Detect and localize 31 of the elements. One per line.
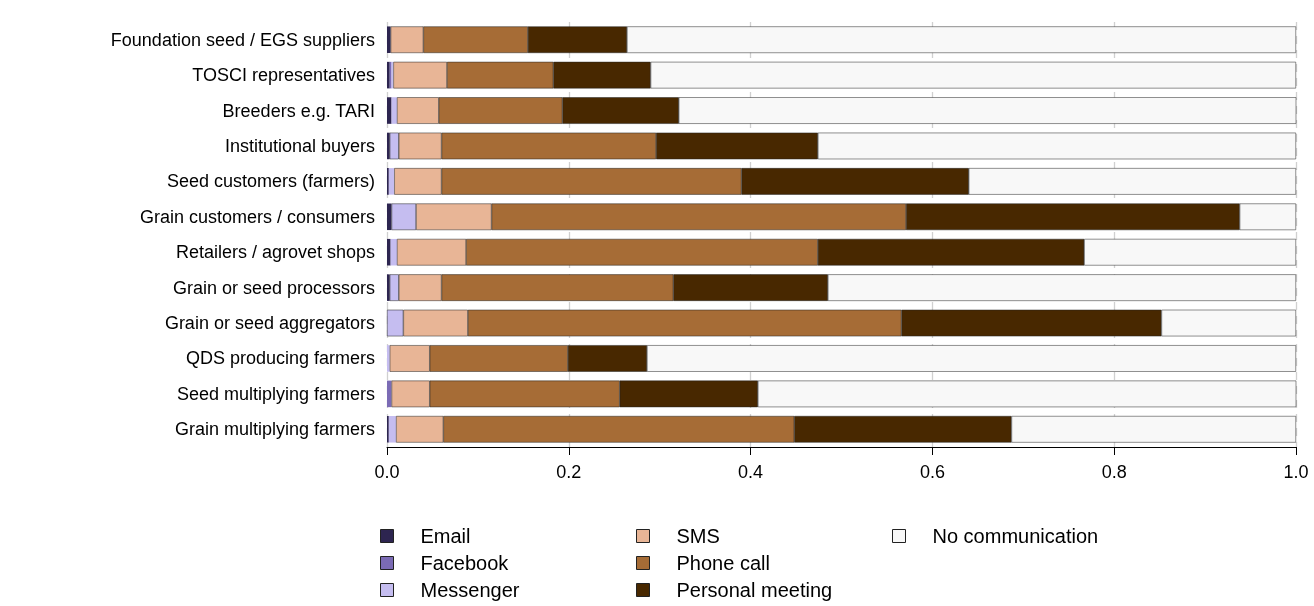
legend-label: SMS (676, 525, 720, 547)
y-tick-label: Foundation seed / EGS suppliers (110, 29, 375, 50)
legend-label: No communication (932, 525, 1099, 547)
legend-label: Phone call (676, 552, 770, 574)
x-tick-label: 1.0 (1283, 462, 1309, 482)
bar (387, 238, 391, 266)
y-tick-label: Grain or seed aggregators (164, 313, 375, 334)
legend-label: Email (420, 525, 471, 547)
bar (388, 416, 397, 443)
bar (387, 97, 392, 124)
x-tick-label: 0.4 (738, 462, 764, 482)
y-tick-label: Grain or seed processors (172, 277, 375, 298)
bar (388, 168, 395, 195)
x-tick-label: 0.0 (374, 462, 400, 482)
y-tick-label: Grain multiplying farmers (174, 419, 375, 440)
y-tick-label: Seed multiplying farmers (176, 383, 375, 404)
bar (391, 97, 397, 124)
bar (390, 238, 397, 266)
legend-label: Personal meeting (676, 579, 833, 601)
y-tick-label: Seed customers (farmers) (166, 171, 375, 192)
y-tick-label: Breeders e.g. TARI (222, 100, 375, 121)
y-tick-label: Grain customers / consumers (139, 206, 375, 227)
legend-label: Facebook (420, 552, 510, 574)
legend-label: Messenger (420, 579, 520, 601)
y-tick-label: TOSCI representatives (192, 65, 375, 86)
y-tick-label: QDS producing farmers (185, 348, 375, 369)
x-tick-label: 0.6 (919, 462, 945, 482)
y-tick-label: Retailers / agrovet shops (175, 242, 375, 263)
x-tick-label: 0.8 (1101, 462, 1127, 482)
y-tick-label: Institutional buyers (224, 135, 375, 156)
x-tick-label: 0.2 (556, 462, 582, 482)
